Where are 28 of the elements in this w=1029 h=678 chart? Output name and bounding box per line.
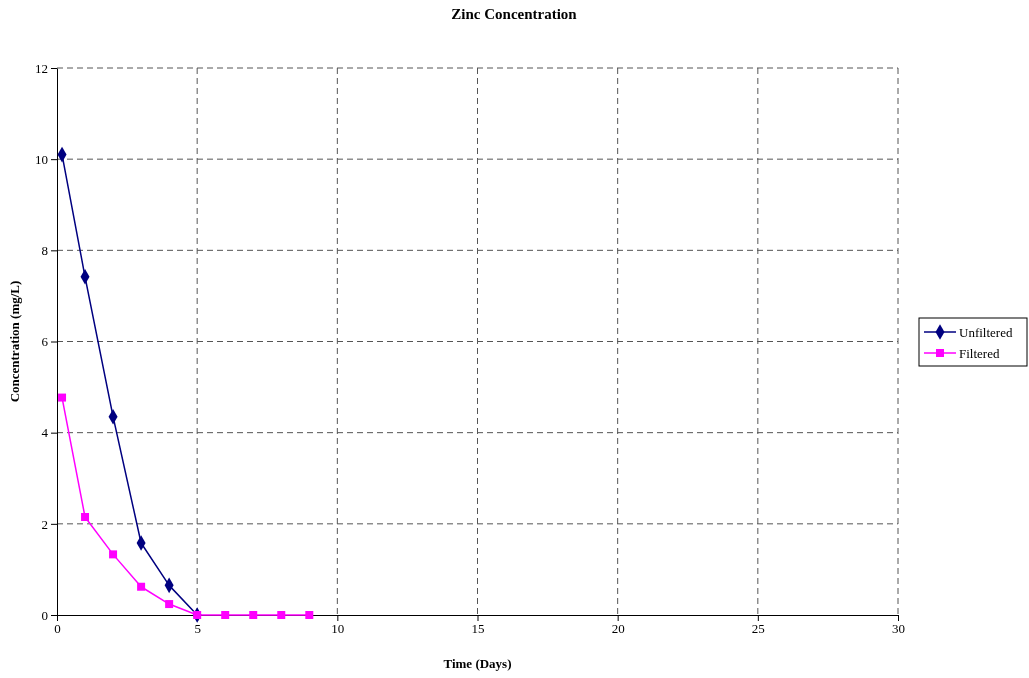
point bbox=[137, 582, 146, 591]
point bbox=[165, 600, 174, 609]
x-tick-label: 30 bbox=[892, 621, 905, 637]
point bbox=[249, 611, 258, 619]
x-tick-label: 0 bbox=[54, 621, 61, 637]
point bbox=[58, 393, 67, 402]
x-tick-label: 20 bbox=[611, 621, 625, 637]
x-tick-label: 15 bbox=[471, 621, 485, 637]
point bbox=[109, 550, 118, 559]
y-tick-label: 12 bbox=[35, 60, 48, 76]
y-tick-label: 4 bbox=[41, 425, 49, 441]
x-axis-title: Time (Days) bbox=[443, 656, 512, 671]
point bbox=[81, 513, 90, 521]
point bbox=[277, 611, 286, 619]
x-tick-label: 5 bbox=[194, 621, 201, 637]
x-tick-label: 10 bbox=[331, 621, 345, 637]
point bbox=[221, 611, 230, 619]
y-axis-title: Concentration (mg/L) bbox=[7, 280, 22, 403]
y-tick-label: 2 bbox=[41, 516, 48, 532]
y-tick-label: 8 bbox=[41, 242, 48, 258]
x-tick-label: 25 bbox=[751, 621, 765, 637]
legend-label: Unfiltered bbox=[959, 324, 1013, 340]
y-tick-label: 6 bbox=[41, 334, 49, 350]
point bbox=[305, 611, 314, 619]
legend-label: Filtered bbox=[959, 345, 1000, 361]
y-tick-label: 10 bbox=[35, 151, 48, 167]
y-tick-label: 0 bbox=[41, 607, 48, 623]
chart-title: Zinc Concentration bbox=[451, 6, 578, 22]
